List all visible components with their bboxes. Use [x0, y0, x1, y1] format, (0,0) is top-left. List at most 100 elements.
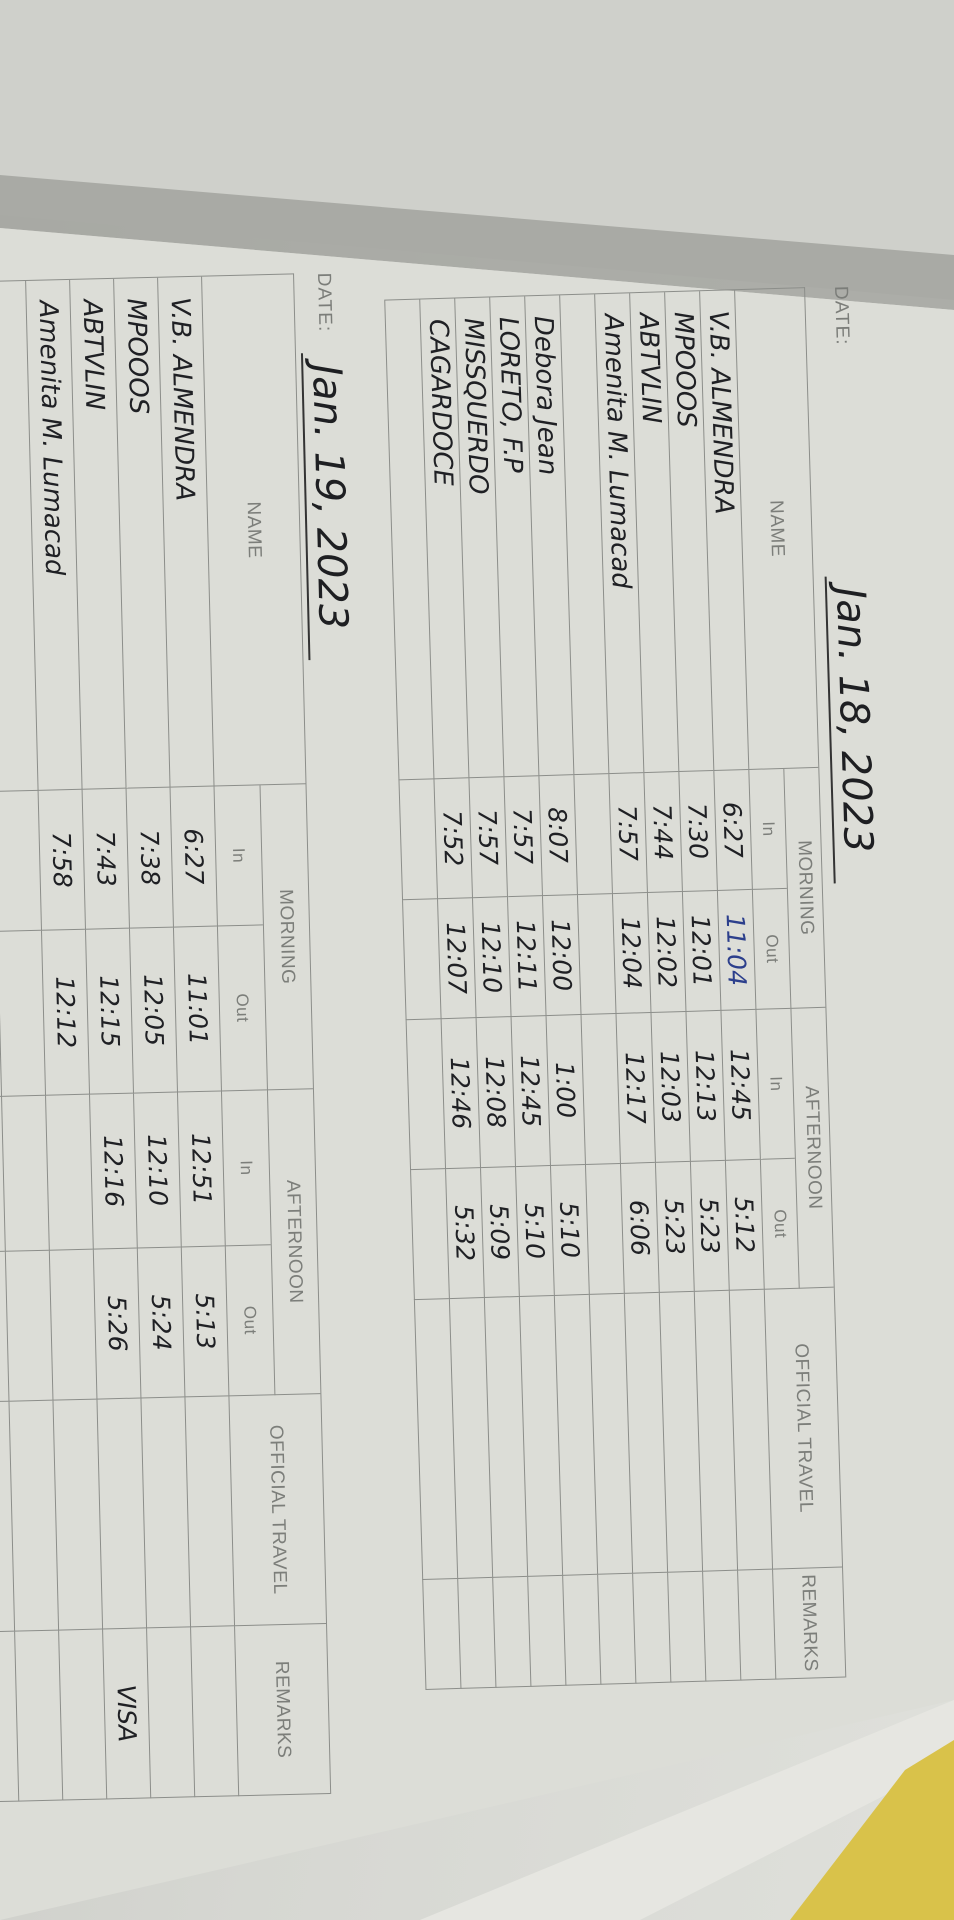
date-value: Jan. 18, 2023 — [824, 574, 882, 884]
page-fold — [420, 1700, 954, 1920]
cell-official-travel — [52, 1399, 103, 1631]
cell-morning-out: 12:02 — [646, 891, 686, 1013]
cell-afternoon-in: 12:08 — [475, 1017, 516, 1169]
cell-remarks — [527, 1575, 566, 1687]
cell-morning-in: 6:27 — [713, 769, 752, 891]
cell-morning-out — [402, 899, 441, 1021]
cell-morning-in — [573, 774, 612, 896]
cell-afternoon-out: 5:10 — [515, 1166, 554, 1298]
cell-remarks — [562, 1574, 601, 1686]
cell-afternoon-out: 6:06 — [619, 1162, 659, 1294]
header-morning-in: In — [213, 785, 263, 927]
cell-afternoon-out — [48, 1249, 97, 1401]
cell-remarks — [632, 1572, 671, 1684]
cell-remarks — [58, 1629, 107, 1801]
page-edge-shadow — [0, 175, 954, 310]
cell-afternoon-out — [584, 1163, 624, 1295]
cell-morning-in: 7:57 — [608, 773, 647, 895]
logbook-page — [0, 228, 954, 1920]
header-official-travel: OFFICIAL TRAVEL — [763, 1287, 843, 1570]
cell-morning-in: 7:44 — [643, 772, 682, 894]
cell-morning-in: 7:57 — [503, 776, 542, 898]
yellow-folder-corner — [790, 1740, 954, 1920]
cell-official-travel — [96, 1398, 147, 1630]
cell-afternoon-in — [405, 1019, 446, 1171]
header-morning-out: Out — [751, 888, 791, 1010]
cell-remarks — [597, 1573, 636, 1685]
cell-afternoon-in: 12:51 — [176, 1091, 225, 1248]
header-morning-out: Out — [216, 925, 267, 1092]
cell-afternoon-in: 1:00 — [545, 1015, 585, 1167]
cell-afternoon-in: 12:17 — [615, 1012, 655, 1164]
cell-morning-out: 12:01 — [681, 890, 721, 1012]
cell-morning-in: 7:58 — [37, 789, 85, 931]
cell-afternoon-in: 12:10 — [133, 1092, 181, 1249]
cell-remarks: VISA — [102, 1628, 151, 1800]
cell-remarks — [457, 1577, 496, 1689]
header-morning: MORNING — [783, 767, 826, 1009]
cell-morning-out: 11:04 — [716, 889, 756, 1011]
cell-morning-in: 7:38 — [125, 787, 173, 929]
cell-afternoon-in: 12:03 — [650, 1011, 690, 1163]
cell-afternoon-out: 5:10 — [549, 1164, 589, 1296]
date-row: DATE: Jan. 19, 2023 — [294, 272, 361, 660]
cell-afternoon-out: 5:23 — [654, 1161, 694, 1293]
cell-afternoon-in: 12:45 — [510, 1016, 550, 1168]
cell-morning-in: 7:30 — [678, 771, 717, 892]
log-table: NAME MORNING AFTERNOON OFFICIAL TRAVEL REMAR… — [0, 273, 332, 1804]
cell-afternoon-out: 5:32 — [445, 1168, 484, 1300]
cell-remarks — [14, 1630, 63, 1802]
cell-remarks — [422, 1578, 461, 1690]
cell-morning-out: 12:11 — [506, 896, 546, 1018]
header-remarks: REMARKS — [234, 1624, 331, 1797]
cell-official-travel — [140, 1397, 191, 1629]
header-morning: MORNING — [259, 784, 313, 1091]
header-afternoon: AFTERNOON — [266, 1089, 321, 1396]
header-afternoon-in: In — [755, 1008, 795, 1160]
date-value: Jan. 19, 2023 — [300, 351, 357, 660]
cell-afternoon-out — [4, 1250, 53, 1402]
cell-morning-in: 6:27 — [169, 786, 217, 928]
cell-remarks — [737, 1569, 776, 1681]
cell-morning-in — [398, 779, 438, 901]
cell-morning-out: 12:05 — [128, 927, 177, 1094]
cell-afternoon-out: 5:12 — [724, 1159, 764, 1291]
cell-afternoon-in: 12:45 — [720, 1009, 760, 1161]
header-morning-in: In — [748, 768, 787, 890]
cell-official-travel — [184, 1396, 235, 1628]
cell-afternoon-out: 5:26 — [92, 1248, 141, 1400]
cell-morning-out: 12:12 — [41, 929, 90, 1096]
cell-afternoon-out: 5:24 — [136, 1247, 185, 1399]
cell-afternoon-out: 5:23 — [689, 1160, 729, 1292]
cell-afternoon-out: 5:13 — [180, 1246, 229, 1398]
cell-morning-in: 8:07 — [538, 775, 577, 897]
cell-morning-out: 12:04 — [611, 893, 651, 1015]
cell-afternoon-in: 12:13 — [685, 1010, 725, 1162]
cell-afternoon-in — [45, 1094, 93, 1251]
cell-morning-in: 7:52 — [433, 778, 473, 900]
cell-remarks — [492, 1576, 531, 1688]
cell-afternoon-in: 12:16 — [89, 1093, 137, 1250]
header-afternoon-out: Out — [224, 1245, 275, 1397]
cell-morning-out: 12:00 — [541, 895, 581, 1017]
cell-remarks — [667, 1571, 706, 1683]
header-afternoon-in: In — [220, 1090, 271, 1247]
cell-morning-out — [0, 930, 46, 1097]
date-label: DATE: — [830, 285, 853, 346]
header-name: NAME — [734, 288, 819, 770]
cell-remarks — [190, 1626, 239, 1798]
header-official-travel: OFFICIAL TRAVEL — [228, 1394, 327, 1627]
cell-morning-out: 11:01 — [172, 926, 221, 1093]
header-name: NAME — [201, 274, 306, 787]
log-table: NAME MORNING AFTERNOON OFFICIAL TRAVEL REMAR… — [384, 287, 847, 1690]
cell-morning-in: 7:43 — [81, 788, 129, 930]
cell-afternoon-in: 12:46 — [440, 1018, 481, 1170]
cell-remarks — [702, 1570, 741, 1682]
header-remarks: REMARKS — [772, 1567, 846, 1680]
cell-afternoon-out: 5:09 — [480, 1167, 519, 1299]
cell-morning-out: 12:10 — [472, 897, 511, 1019]
cell-morning-in — [0, 790, 42, 932]
cell-morning-out: 12:15 — [84, 928, 134, 1095]
cell-afternoon-out — [410, 1169, 449, 1301]
